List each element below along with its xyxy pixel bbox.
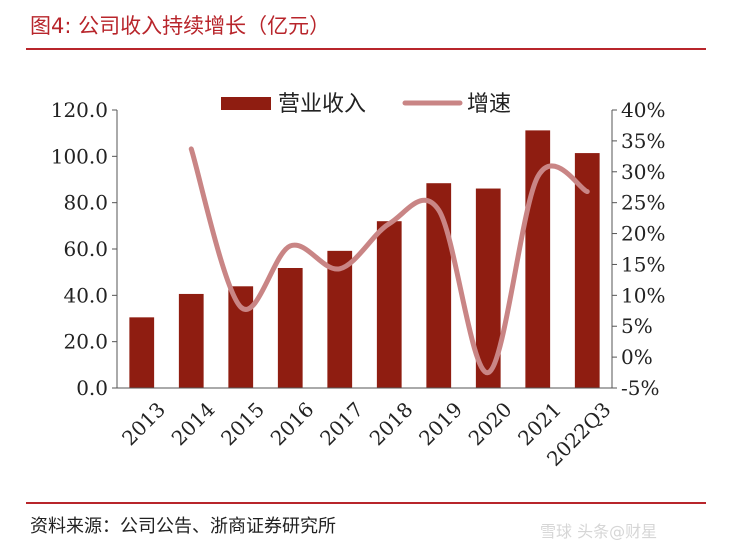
right-tick-label: 30% xyxy=(621,160,665,184)
x-tick-label: 2018 xyxy=(365,397,418,450)
bar-2014 xyxy=(178,293,204,388)
x-tick-label: 2013 xyxy=(117,397,170,450)
line-series xyxy=(188,146,590,376)
legend-bar-label: 营业收入 xyxy=(278,92,366,117)
x-tick-label: 2017 xyxy=(315,397,368,450)
right-tick-label: 40% xyxy=(621,98,665,122)
bar-2019 xyxy=(426,183,452,388)
left-tick-label: 20.0 xyxy=(63,330,108,354)
bar-series xyxy=(129,130,600,389)
bar-2015 xyxy=(228,286,254,388)
bar-2022Q3 xyxy=(574,153,600,388)
legend: 营业收入 增速 xyxy=(221,92,511,117)
title-rule xyxy=(26,48,706,50)
left-tick-label: 100.0 xyxy=(51,144,108,168)
x-axis: 2013201420152016201720182019202020212022… xyxy=(117,387,616,471)
left-tick-label: 40.0 xyxy=(63,283,108,307)
right-tick-label: 5% xyxy=(621,314,653,338)
watermark: 雪球 头条@财星 xyxy=(540,522,658,541)
x-tick-label: 2014 xyxy=(167,397,220,450)
bar-2018 xyxy=(376,221,402,388)
left-axis: 0.0 20.0 40.0 60.0 80.0 100.0 120.0 xyxy=(51,98,118,400)
x-tick-label: 2019 xyxy=(414,397,467,450)
left-tick-label: 60.0 xyxy=(63,237,108,261)
right-axis: -5% 0% 5% 10% 15% 20% 25% 30% 35% 40% xyxy=(611,98,665,400)
legend-bar-swatch xyxy=(221,97,271,110)
right-tick-label: 35% xyxy=(621,129,665,153)
right-tick-label: -5% xyxy=(621,376,660,400)
x-tick-label: 2020 xyxy=(464,397,517,450)
right-tick-label: 10% xyxy=(621,283,665,307)
left-tick-label: 80.0 xyxy=(63,191,108,215)
footer-rule xyxy=(26,502,706,504)
x-tick-label: 2016 xyxy=(266,397,319,450)
right-tick-label: 25% xyxy=(621,191,665,215)
bar-2017 xyxy=(327,250,353,388)
source-note: 资料来源：公司公告、浙商证券研究所 xyxy=(30,516,336,537)
legend-line-label: 增速 xyxy=(467,92,511,117)
right-tick-label: 15% xyxy=(621,252,665,276)
left-tick-label: 120.0 xyxy=(51,98,108,122)
x-tick-label: 2015 xyxy=(216,397,269,450)
left-tick-label: 0.0 xyxy=(76,376,108,400)
bar-2016 xyxy=(277,267,303,388)
growth-line xyxy=(188,146,590,376)
right-tick-label: 20% xyxy=(621,222,665,246)
right-tick-label: 0% xyxy=(621,345,653,369)
chart-title: 图4: 公司收入持续增长（亿元） xyxy=(30,14,331,38)
bar-2013 xyxy=(129,317,155,388)
